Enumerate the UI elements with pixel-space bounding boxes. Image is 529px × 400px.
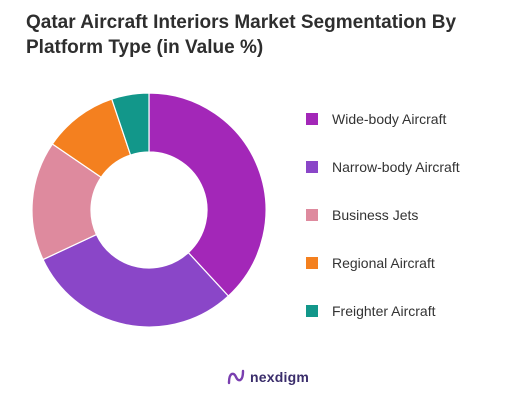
chart-title-line-1: Qatar Aircraft Interiors Market Segmenta…: [26, 12, 457, 33]
nexdigm-logo-icon: [227, 369, 245, 385]
chart-legend: Wide-body Aircraft Narrow-body Aircraft Bu…: [306, 108, 460, 348]
donut-slice-wide-body-aircraft: [148, 92, 267, 297]
legend-swatch: [306, 305, 318, 317]
legend-item-regional-aircraft: Regional Aircraft: [306, 252, 460, 300]
donut-slice-narrow-body-aircraft: [42, 233, 230, 328]
legend-item-wide-body-aircraft: Wide-body Aircraft: [306, 108, 460, 156]
legend-label: Business Jets: [332, 207, 419, 223]
brand-name: nexdigm: [250, 369, 309, 385]
legend-label: Wide-body Aircraft: [332, 111, 447, 127]
donut-slice-freighter-aircraft: [111, 92, 150, 156]
legend-item-business-jets: Business Jets: [306, 204, 460, 252]
legend-swatch: [306, 113, 318, 125]
legend-label: Narrow-body Aircraft: [332, 159, 460, 175]
legend-swatch: [306, 257, 318, 269]
chart-title: Qatar Aircraft Interiors Market Segmenta…: [26, 10, 506, 60]
chart-title-line-2: Platform Type (in Value %): [26, 37, 264, 58]
legend-label: Regional Aircraft: [332, 255, 435, 271]
legend-swatch: [306, 161, 318, 173]
legend-label: Freighter Aircraft: [332, 303, 436, 319]
legend-item-freighter-aircraft: Freighter Aircraft: [306, 300, 460, 348]
legend-item-narrow-body-aircraft: Narrow-body Aircraft: [306, 156, 460, 204]
legend-swatch: [306, 209, 318, 221]
brand-footer: nexdigm: [227, 368, 309, 386]
